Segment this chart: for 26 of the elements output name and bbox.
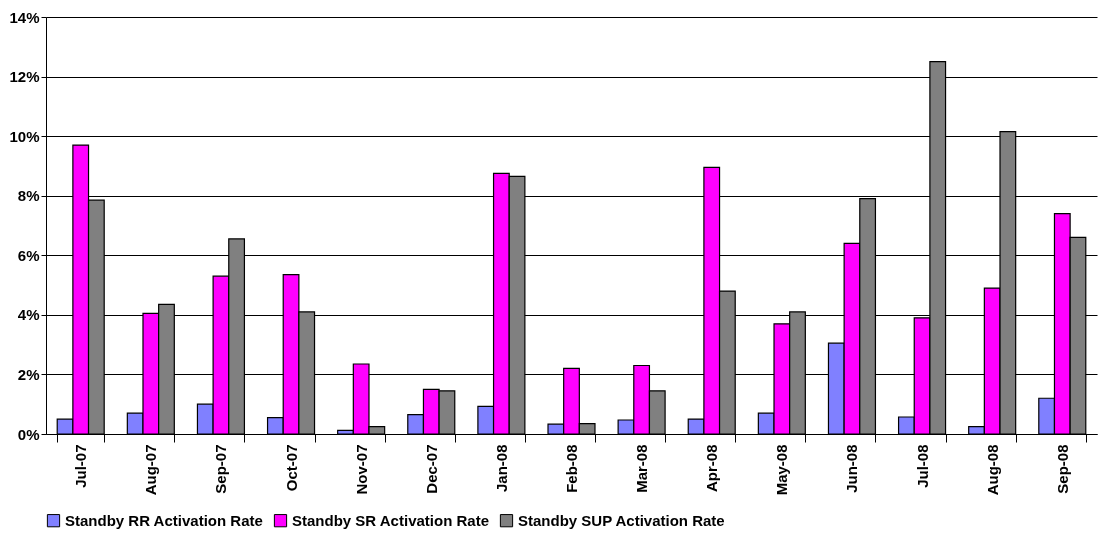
y-tick-label: 2% [17, 365, 40, 383]
x-tick-label: Jul-07 [72, 444, 90, 488]
legend-label: Standby SUP Activation Rate [518, 511, 725, 529]
y-tick-label: 12% [9, 68, 40, 86]
x-tick-label: Aug-07 [142, 444, 160, 496]
legend-label: Standby SR Activation Rate [292, 511, 489, 529]
x-tick-label: Aug-08 [983, 444, 1001, 496]
x-tick-label: Oct-07 [282, 444, 300, 492]
y-tick-label: 8% [17, 187, 40, 205]
legend-label: Standby RR Activation Rate [65, 511, 263, 529]
x-tick-label: Dec-07 [422, 444, 440, 494]
y-tick-label: 14% [9, 8, 40, 26]
x-tick-label: Apr-08 [703, 444, 721, 493]
x-tick-label: Sep-07 [212, 444, 230, 494]
x-tick-label: Jan-08 [492, 444, 510, 493]
x-tick-label: Feb-08 [563, 444, 580, 493]
x-tick-label: Jul-08 [913, 444, 931, 488]
x-tick-label: Nov-07 [352, 444, 370, 495]
x-tick-label: Mar-08 [633, 444, 651, 493]
y-tick-label: 4% [17, 306, 40, 324]
x-tick-label: Jun-08 [843, 444, 861, 493]
y-tick-label: 6% [17, 246, 40, 264]
x-tick-label: May-08 [773, 444, 791, 496]
y-tick-label: 10% [9, 127, 40, 145]
y-tick-label: 0% [17, 425, 40, 443]
x-tick-label: Sep-08 [1053, 444, 1071, 494]
